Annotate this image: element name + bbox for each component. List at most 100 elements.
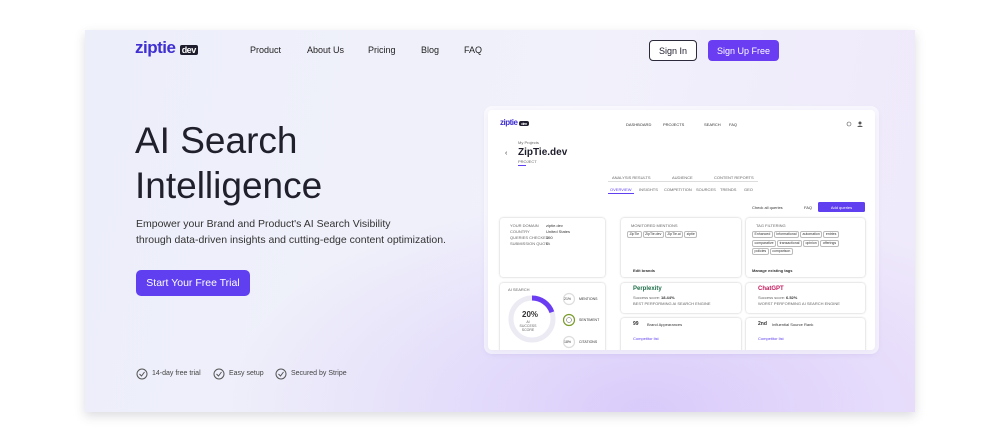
- row-value: 0: [546, 241, 549, 246]
- check-icon: [136, 368, 148, 380]
- stat-label: Influential Source Rank: [772, 322, 814, 327]
- dashboard-preview: ziptie dev DASHBOARD PROJECTS SEARCH FAQ…: [488, 110, 875, 350]
- hero-subtitle: through data-driven insights and cutting…: [136, 234, 446, 246]
- chips: Enhanced Informational automation entries co…: [752, 231, 852, 257]
- score-value: 20%: [522, 310, 539, 319]
- chip: Informational: [773, 231, 799, 238]
- chips: ZipTie ZipTie.dev ZipTie.ai ziptie: [627, 231, 698, 240]
- tab[interactable]: CONTENT REPORTS: [714, 175, 754, 180]
- tags-card: TAG FILTERING Enhanced Informational autom…: [746, 218, 865, 277]
- nav-link[interactable]: Product: [250, 45, 282, 55]
- stat-value: 2nd: [758, 321, 767, 327]
- chip: automation: [800, 231, 823, 238]
- subtab[interactable]: INSIGHTS: [639, 187, 658, 192]
- subtab[interactable]: COMPETITION: [664, 187, 692, 192]
- stat-link[interactable]: Competitor list: [633, 336, 659, 341]
- chip: Enhanced: [752, 231, 773, 238]
- metric-value: 21%: [564, 297, 572, 301]
- hero-title: Intelligence: [135, 165, 323, 206]
- card-action[interactable]: Edit brands: [633, 268, 656, 273]
- row-label: COUNTRY: [510, 229, 530, 234]
- row-value: United States: [546, 229, 571, 234]
- subtab-indicator: [608, 193, 634, 194]
- dash-nav: FAQ: [729, 122, 738, 127]
- cta-button[interactable]: Start Your Free Trial: [136, 270, 250, 296]
- metric-label: CITATIONS: [579, 340, 598, 344]
- logo-text: ziptie: [500, 118, 518, 127]
- nav-link[interactable]: Blog: [421, 45, 440, 55]
- feature: 14-day free trial: [152, 370, 201, 377]
- card-title: MONITORED MENTIONS: [631, 223, 678, 228]
- score-label: AI SUCCESS SCORE: [519, 320, 537, 332]
- divider: [608, 181, 758, 182]
- subtab[interactable]: TRENDS: [720, 187, 737, 192]
- logo[interactable]: ziptie dev: [135, 38, 198, 58]
- logo-badge: dev: [519, 121, 529, 126]
- tab[interactable]: AUDIENCE: [672, 175, 693, 180]
- back-arrow: ‹: [505, 150, 508, 157]
- score-label: Success score:: [758, 295, 786, 300]
- chip: ZipTie.ai: [664, 231, 684, 238]
- nav-link[interactable]: FAQ: [464, 45, 483, 55]
- add-queries-button[interactable]: Add queries: [818, 202, 865, 212]
- card-action[interactable]: Manage existing tags: [752, 268, 793, 273]
- domain-card: YOUR DOMAIN ziptie.dev COUNTRY United Stat…: [500, 218, 605, 277]
- check-all[interactable]: Check all queries: [752, 205, 783, 210]
- dash-nav: PROJECTS: [663, 122, 685, 127]
- chip: entries: [823, 231, 839, 238]
- metric-value: 18%: [564, 340, 572, 344]
- row-label: YOUR DOMAIN: [510, 223, 539, 228]
- dash-nav: SEARCH: [704, 122, 721, 127]
- sign-up-button[interactable]: Sign Up Free: [708, 40, 779, 61]
- row-value: ziptie.dev: [546, 223, 563, 228]
- engine-score: 6.52%: [786, 295, 798, 300]
- row-label: QUERIES CHECKED: [510, 235, 549, 240]
- nav-link[interactable]: About Us: [307, 45, 345, 55]
- score-donut: [508, 295, 556, 343]
- logo-text: ziptie: [135, 38, 176, 57]
- stat-label: Brand Appearances: [647, 322, 683, 327]
- check-icon: [275, 368, 287, 380]
- chip: ziptie: [684, 231, 698, 238]
- score-card: AI SEARCH 20% AI SUCCESS SCORE 21% MENTI…: [500, 283, 605, 350]
- worst-engine-card: ChatGPT Success score: 6.52% WORST PERFO…: [746, 283, 865, 313]
- tab[interactable]: ANALYSIS RESULTS: [612, 175, 651, 180]
- chip: offerings: [820, 239, 839, 247]
- dash-icons: [846, 121, 863, 127]
- best-engine-card: Perplexity Success score: 18.44% BEST PE…: [621, 283, 741, 313]
- hero-subtitle: Empower your Brand and Product's AI Sear…: [136, 218, 391, 230]
- logo-badge: dev: [179, 45, 198, 55]
- project-label: PROJECT: [518, 159, 537, 164]
- subtab[interactable]: OVERVIEW: [610, 187, 632, 192]
- dash-nav: DASHBOARD: [626, 122, 652, 127]
- row-value: 150: [546, 235, 553, 240]
- row-label: SUBMISSION QUOTA: [510, 241, 551, 246]
- card-title: AI SEARCH: [508, 287, 530, 292]
- chip: transactional: [777, 239, 802, 247]
- source-rank-card: 2nd Influential Source Rank Competitor l…: [746, 318, 865, 350]
- nav-link[interactable]: Pricing: [368, 45, 396, 55]
- breadcrumb: My Projects: [518, 140, 539, 145]
- hero-card: ziptie dev Product About Us Pricing Blog…: [85, 30, 915, 412]
- chip: comparison: [769, 248, 793, 255]
- feature: Easy setup: [229, 370, 264, 377]
- appearances-card: 99 Brand Appearances Competitor list: [621, 318, 741, 350]
- dash-logo: ziptie dev: [500, 118, 529, 127]
- stat-value: 99: [633, 321, 639, 327]
- faq-link[interactable]: FAQ: [804, 205, 813, 210]
- card-title: TAG FILTERING: [756, 223, 786, 228]
- sign-in-button[interactable]: Sign In: [649, 40, 697, 61]
- subtab[interactable]: GEO: [744, 187, 753, 192]
- metric-label: MENTIONS: [579, 297, 598, 301]
- stat-link[interactable]: Competitor list: [758, 336, 784, 341]
- metric-label: SENTIMENT: [579, 318, 600, 322]
- mentions-card: MONITORED MENTIONS ZipTie ZipTie.dev ZipTi…: [621, 218, 741, 277]
- score-label: Success score:: [633, 295, 661, 300]
- subtab[interactable]: SOURCES: [696, 187, 716, 192]
- check-icon: [213, 368, 225, 380]
- hero-title: AI Search: [135, 120, 298, 161]
- chip: policies: [752, 248, 769, 255]
- engine-score: 18.44%: [661, 295, 675, 300]
- chip: comparative: [752, 239, 777, 247]
- metric-rings: [562, 292, 576, 349]
